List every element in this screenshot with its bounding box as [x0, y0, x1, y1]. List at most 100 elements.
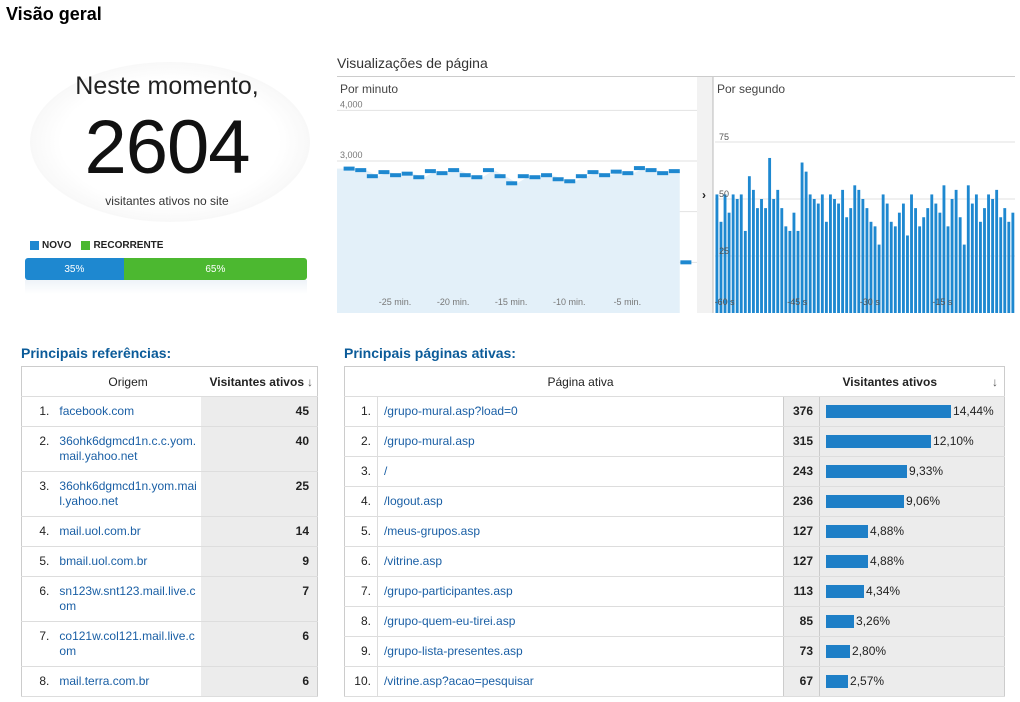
referral-rank: 5. — [21, 546, 56, 577]
per-second-bar — [1011, 212, 1015, 313]
page-share-percent: 9,06% — [906, 494, 941, 508]
referral-origin-link[interactable]: co121w.col121.mail.live.com — [55, 621, 201, 667]
pages-title: Principais páginas ativas: — [344, 345, 516, 361]
page-visitors: 67 — [783, 666, 821, 697]
per-second-bar — [780, 208, 784, 313]
page-row: 6./vitrine.asp 127 4,88% — [344, 546, 1005, 577]
referrals-origin-header[interactable]: Origem — [55, 366, 201, 397]
active-users-bubble — [30, 62, 310, 222]
referrals-visitors-header[interactable]: Visitantes ativos ↓ — [200, 366, 318, 397]
per-minute-point — [506, 181, 518, 186]
pages-header-row: Página ativa Visitantes ativos ↓ — [344, 366, 1005, 397]
per-second-bar — [784, 226, 788, 313]
sort-down-icon: ↓ — [307, 374, 313, 389]
per-second-bar — [861, 199, 865, 313]
page-share-percent: 2,80% — [852, 644, 887, 658]
split-new-segment: 35% — [25, 258, 124, 280]
per-minute-point — [424, 169, 436, 174]
per-minute-point — [343, 166, 355, 171]
per-second-bar — [837, 203, 840, 313]
per-second-bar — [824, 221, 828, 313]
per-second-bar — [788, 230, 792, 313]
visitor-type-legend: NOVO RECORRENTE — [30, 240, 163, 251]
split-bar-reflection — [25, 280, 307, 294]
per-second-bar — [897, 212, 901, 313]
per-second-bar — [727, 212, 731, 313]
per-minute-point — [575, 174, 587, 179]
per-minute-point — [587, 170, 599, 175]
referral-rank: 4. — [21, 516, 56, 547]
referral-visitors: 7 — [200, 576, 318, 622]
per-minute-point — [436, 171, 448, 176]
page-share-bar — [826, 494, 905, 508]
referral-origin-link[interactable]: bmail.uol.com.br — [55, 546, 201, 577]
page-path-link[interactable]: /grupo-lista-presentes.asp — [377, 636, 785, 667]
per-second-xtick: -30 s — [860, 297, 881, 307]
per-minute-xtick: -25 min. — [379, 297, 412, 307]
per-second-bar — [910, 194, 913, 313]
per-second-bar — [950, 199, 954, 313]
per-second-bar — [849, 208, 853, 313]
page-path-link[interactable]: /vitrine.asp — [377, 546, 785, 577]
per-second-bar — [1003, 208, 1007, 313]
referral-origin-link[interactable]: 36ohk6dgmcd1n.yom.mail.yahoo.net — [55, 471, 201, 517]
page-rank: 6. — [344, 546, 378, 577]
pages-body: 1./grupo-mural.asp?load=0 376 14,44% 2./gru… — [344, 396, 1005, 697]
referral-origin-link[interactable]: sn123w.snt123.mail.live.com — [55, 576, 201, 622]
per-second-bar — [926, 208, 930, 313]
pages-visitors-header[interactable]: Visitantes ativos ↓ — [783, 366, 1005, 397]
referral-origin-link[interactable]: facebook.com — [55, 396, 201, 427]
referral-origin-link[interactable]: mail.terra.com.br — [55, 666, 201, 697]
page-share-bar — [826, 644, 851, 658]
per-second-bar — [974, 194, 978, 313]
page-rank: 1. — [344, 396, 378, 427]
referral-row: 5. bmail.uol.com.br 9 — [21, 546, 318, 577]
referral-row: 6. sn123w.snt123.mail.live.com 7 — [21, 576, 318, 622]
per-second-bar — [1007, 221, 1011, 313]
page-path-link[interactable]: /grupo-quem-eu-tirei.asp — [377, 606, 785, 637]
per-second-bar — [764, 208, 768, 313]
per-second-bar — [893, 226, 897, 313]
page-share-percent: 4,34% — [866, 584, 901, 598]
referral-origin-link[interactable]: mail.uol.com.br — [55, 516, 201, 547]
page-visitors: 73 — [783, 636, 821, 667]
referral-visitors: 14 — [200, 516, 318, 547]
per-second-bar — [922, 217, 926, 313]
page-path-link[interactable]: /grupo-mural.asp — [377, 426, 785, 457]
per-minute-point — [541, 173, 553, 178]
per-minute-point — [564, 179, 576, 184]
per-second-bar — [760, 199, 763, 313]
page-path-link[interactable]: /grupo-participantes.asp — [377, 576, 785, 607]
page-visitors: 85 — [783, 606, 821, 637]
page-path-link[interactable]: /meus-grupos.asp — [377, 516, 785, 547]
referral-visitors: 25 — [200, 471, 318, 517]
per-minute-point — [366, 174, 378, 179]
pageviews-chart-title: Visualizações de página — [337, 55, 488, 71]
page-share-percent: 4,88% — [870, 554, 905, 568]
per-minute-xtick: -5 min. — [614, 297, 642, 307]
per-second-bar — [776, 189, 780, 313]
page-visitors: 243 — [783, 456, 821, 487]
per-minute-point — [552, 177, 564, 182]
per-second-bar — [934, 203, 938, 313]
per-second-bar — [865, 208, 869, 313]
page-share-percent: 2,57% — [850, 674, 885, 688]
per-second-bar — [885, 203, 889, 313]
page-path-link[interactable]: /grupo-mural.asp?load=0 — [377, 396, 785, 427]
per-second-bar — [914, 208, 918, 313]
pages-page-header[interactable]: Página ativa — [377, 366, 784, 397]
page-path-link[interactable]: / — [377, 456, 785, 487]
per-second-bar — [800, 162, 804, 313]
per-second-bar — [715, 194, 719, 313]
active-users-count: 2604 — [84, 105, 250, 190]
referral-rank: 8. — [21, 666, 56, 697]
page-path-link[interactable]: /logout.asp — [377, 486, 785, 517]
per-minute-point — [529, 175, 541, 180]
referral-origin-link[interactable]: 36ohk6dgmcd1n.c.c.yom.mail.yahoo.net — [55, 426, 201, 472]
page-rank: 8. — [344, 606, 378, 637]
per-second-bar — [881, 194, 885, 313]
page-path-link[interactable]: /vitrine.asp?acao=pesquisar — [377, 666, 785, 697]
referral-rank: 6. — [21, 576, 56, 622]
referrals-origin-header-label: Origem — [108, 374, 148, 389]
